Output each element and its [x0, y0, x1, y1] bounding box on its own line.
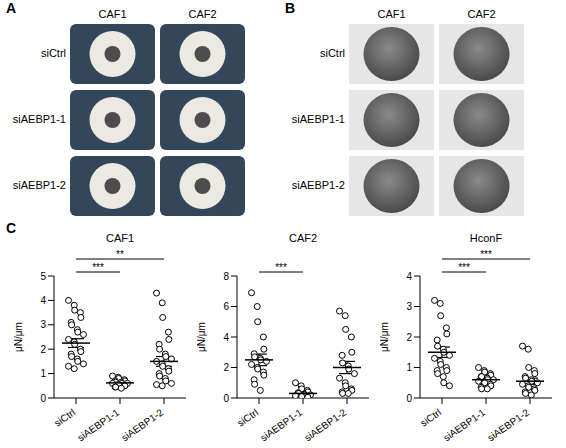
svg-text:***: ***: [92, 262, 104, 273]
svg-text:4: 4: [406, 271, 412, 282]
svg-text:3: 3: [40, 319, 46, 330]
html-text:siAEBP1-1: siAEBP1-1: [12, 113, 66, 125]
svg-text:siAEBP1-2: siAEBP1-2: [302, 406, 348, 443]
svg-text:siCtrl: siCtrl: [52, 407, 77, 429]
svg-text:2: 2: [223, 362, 229, 373]
html-text:A: A: [6, 0, 17, 16]
svg-text:6: 6: [223, 301, 229, 312]
html-text:siCtrl: siCtrl: [40, 47, 66, 59]
svg-text:μN/μm: μN/μm: [197, 322, 207, 352]
svg-text:***: ***: [480, 249, 492, 260]
svg-text:0: 0: [406, 393, 412, 404]
svg-text:2: 2: [406, 332, 412, 343]
svg-text:siAEBP1-2: siAEBP1-2: [485, 406, 531, 443]
html-text:B: B: [285, 0, 296, 16]
svg-text:0: 0: [223, 393, 229, 404]
html-text:C: C: [6, 220, 17, 236]
html-text:CAF1: CAF1: [105, 232, 135, 244]
svg-text:μN/μm: μN/μm: [380, 322, 390, 352]
html-text:CAF2: CAF2: [288, 232, 318, 244]
svg-text:0: 0: [40, 393, 46, 404]
svg-text:***: ***: [458, 262, 470, 273]
svg-text:siAEBP1-1: siAEBP1-1: [258, 406, 304, 443]
html-text:siAEBP1-1: siAEBP1-1: [291, 113, 345, 125]
svg-text:4: 4: [40, 295, 46, 306]
svg-text:μN/μm: μN/μm: [14, 322, 24, 352]
svg-text:1: 1: [406, 362, 412, 373]
svg-text:1: 1: [40, 368, 46, 379]
svg-text:2: 2: [40, 344, 46, 355]
html-text:siAEBP1-2: siAEBP1-2: [291, 179, 345, 191]
svg-text:5: 5: [40, 271, 46, 282]
html-text:HconF: HconF: [469, 232, 503, 244]
svg-text:siAEBP1-1: siAEBP1-1: [75, 406, 121, 443]
html-text:CAF1: CAF1: [98, 8, 127, 20]
html-text:CAF1: CAF1: [377, 8, 406, 20]
svg-text:siAEBP1-2: siAEBP1-2: [119, 406, 165, 443]
svg-text:**: **: [116, 249, 124, 260]
svg-text:siCtrl: siCtrl: [235, 407, 260, 429]
svg-text:***: ***: [275, 262, 287, 273]
html-text:siAEBP1-2: siAEBP1-2: [12, 179, 66, 191]
svg-text:siCtrl: siCtrl: [418, 407, 443, 429]
svg-text:3: 3: [406, 301, 412, 312]
html-text:CAF2: CAF2: [188, 8, 217, 20]
svg-text:siAEBP1-1: siAEBP1-1: [441, 406, 487, 443]
svg-text:8: 8: [223, 271, 229, 282]
html-text:CAF2: CAF2: [467, 8, 496, 20]
html-text:siCtrl: siCtrl: [319, 47, 345, 59]
svg-text:4: 4: [223, 332, 229, 343]
